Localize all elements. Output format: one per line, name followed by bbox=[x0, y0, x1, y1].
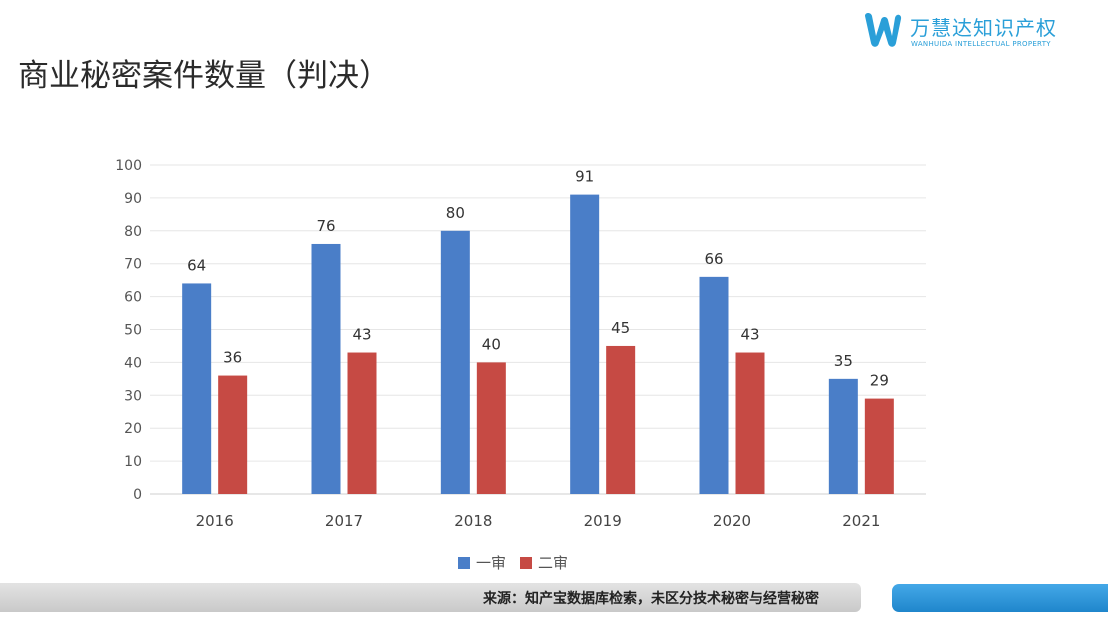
y-tick-label: 20 bbox=[124, 421, 142, 437]
y-axis-ticks: 0 10 20 30 40 50 60 70 80 90 100 bbox=[115, 158, 142, 503]
bar-second-instance bbox=[864, 398, 894, 494]
bar-second-instance bbox=[735, 352, 765, 494]
y-tick-label: 0 bbox=[133, 487, 142, 503]
data-labels: 64 36 76 43 80 40 91 45 66 43 35 29 bbox=[187, 168, 889, 390]
legend-swatch-first-instance bbox=[458, 556, 470, 569]
w-logo-icon bbox=[865, 13, 902, 47]
logo-name-en: WANHUIDA INTELLECTUAL PROPERTY bbox=[911, 40, 1051, 48]
data-label: 29 bbox=[870, 372, 889, 390]
data-label: 66 bbox=[704, 250, 723, 268]
bar-first-instance bbox=[440, 230, 470, 495]
bar-second-instance bbox=[218, 375, 248, 494]
data-label: 36 bbox=[223, 349, 242, 367]
x-tick-label: 2016 bbox=[196, 512, 234, 530]
data-label: 43 bbox=[740, 326, 759, 344]
chart-legend: 一审 二审 bbox=[458, 552, 568, 573]
legend-item-second-instance: 二审 bbox=[520, 552, 568, 573]
data-label: 91 bbox=[575, 168, 594, 186]
x-tick-label: 2017 bbox=[325, 512, 363, 530]
y-tick-label: 10 bbox=[124, 454, 142, 470]
y-tick-label: 90 bbox=[124, 191, 142, 207]
data-label: 40 bbox=[482, 335, 501, 353]
y-tick-label: 30 bbox=[124, 388, 142, 404]
y-tick-label: 80 bbox=[124, 224, 142, 240]
bars bbox=[182, 194, 894, 495]
logo-name-cn: 万慧达知识产权 bbox=[910, 16, 1057, 40]
bar-first-instance bbox=[699, 276, 729, 494]
bar-second-instance bbox=[476, 362, 506, 494]
decorative-accent-bar bbox=[892, 584, 1108, 612]
x-tick-label: 2020 bbox=[713, 512, 751, 530]
x-tick-label: 2019 bbox=[584, 512, 622, 530]
legend-item-first-instance: 一审 bbox=[458, 552, 506, 573]
y-tick-label: 70 bbox=[124, 257, 142, 273]
page-title: 商业秘密案件数量（判决） bbox=[18, 58, 390, 94]
y-tick-label: 40 bbox=[124, 355, 142, 371]
x-axis-ticks: 2016 2017 2018 2019 2020 2021 bbox=[196, 512, 881, 530]
legend-swatch-second-instance bbox=[520, 556, 533, 569]
data-label: 76 bbox=[316, 217, 335, 235]
data-label: 45 bbox=[611, 319, 630, 337]
x-tick-label: 2021 bbox=[842, 512, 880, 530]
bar-second-instance bbox=[347, 352, 377, 494]
data-label: 64 bbox=[187, 256, 206, 274]
gridlines bbox=[150, 164, 926, 495]
data-label: 80 bbox=[446, 204, 465, 222]
bar-first-instance bbox=[828, 378, 858, 494]
legend-label-second-instance: 二审 bbox=[538, 554, 569, 572]
source-note: 来源：知产宝数据库检索，未区分技术秘密与经营秘密 bbox=[483, 591, 819, 607]
y-tick-label: 100 bbox=[115, 158, 142, 174]
data-label: 35 bbox=[834, 352, 853, 370]
bar-second-instance bbox=[606, 345, 636, 494]
y-tick-label: 50 bbox=[124, 323, 142, 339]
data-label: 43 bbox=[352, 326, 371, 344]
legend-label-first-instance: 一审 bbox=[476, 554, 507, 572]
x-tick-label: 2018 bbox=[454, 512, 492, 530]
brand-logo: 万慧达知识产权 WANHUIDA INTELLECTUAL PROPERTY bbox=[862, 8, 1102, 54]
bar-first-instance bbox=[311, 243, 341, 494]
source-banner: 来源：知产宝数据库检索，未区分技术秘密与经营秘密 bbox=[0, 583, 861, 612]
bar-first-instance bbox=[570, 194, 600, 495]
y-tick-label: 60 bbox=[124, 290, 142, 306]
bar-first-instance bbox=[182, 283, 212, 494]
